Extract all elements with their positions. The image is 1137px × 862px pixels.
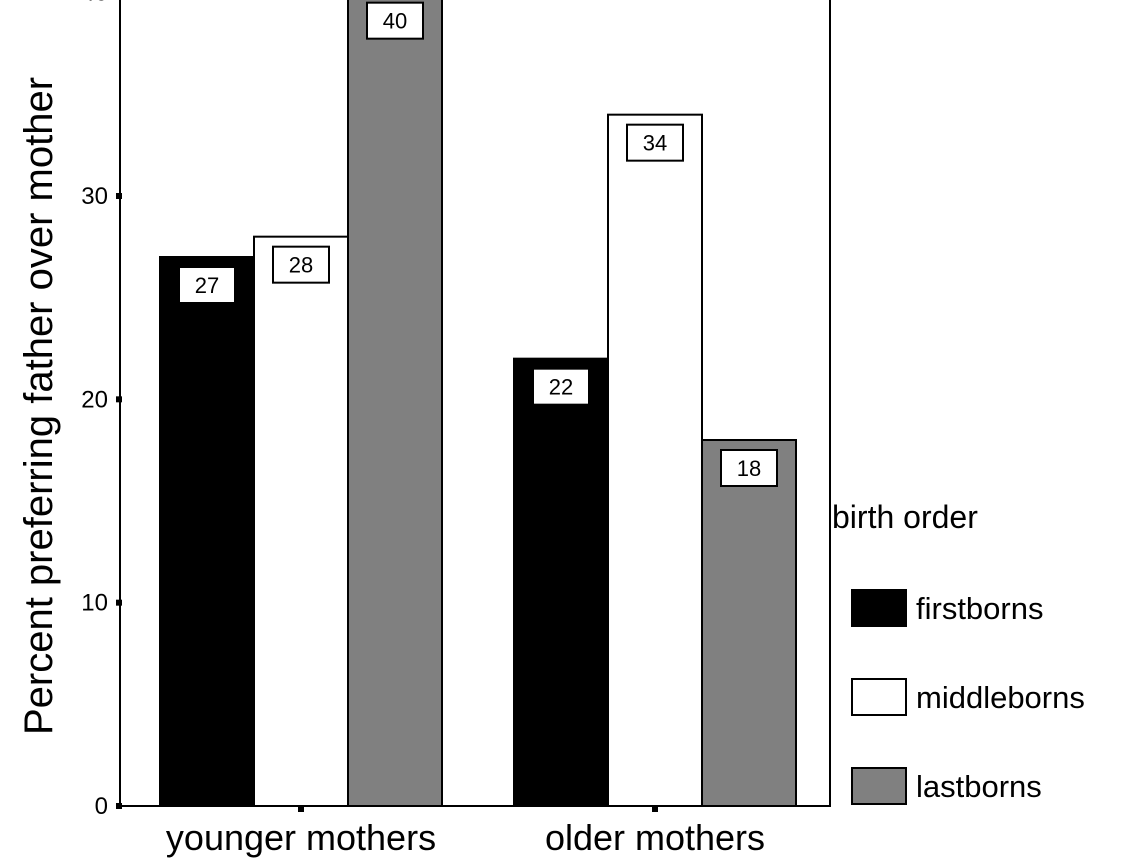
data-label-box	[532, 367, 590, 406]
x-tick-mark	[298, 806, 304, 812]
legend-label: firstborns	[916, 591, 1043, 626]
legend-label: middleborns	[916, 680, 1085, 715]
y-axis-label-group: Percent preferring father over mother	[17, 77, 61, 735]
data-label-box	[720, 449, 778, 487]
data-label: 34	[643, 131, 667, 156]
plot-frame-rect	[119, 0, 831, 807]
bar	[253, 235, 349, 807]
bar	[159, 256, 255, 807]
data-label-box	[626, 123, 684, 162]
data-label: 40	[383, 9, 407, 34]
legend-swatch	[851, 767, 907, 805]
x-tick-mark	[652, 806, 658, 812]
data-label: 22	[549, 375, 573, 400]
x-tick-label: older mothers	[545, 817, 765, 858]
y-tick-mark	[116, 396, 122, 403]
y-axis-label: Percent preferring father over mother	[17, 77, 61, 735]
y-tick-mark	[116, 193, 122, 199]
y-tick-label: 10	[81, 590, 108, 617]
data-label-box	[178, 266, 236, 304]
y-axis-ticks: 0 10 20 30 40	[81, 0, 122, 820]
bar	[347, 0, 443, 807]
bar	[701, 439, 797, 807]
y-tick-label: 0	[95, 793, 108, 820]
legend: birth order firstborns middleborns lastbor…	[832, 499, 1085, 805]
data-label-box	[366, 1, 424, 40]
data-label: 18	[737, 456, 761, 481]
y-tick-mark	[116, 803, 122, 809]
x-axis-ticks: younger mothers older mothers	[166, 806, 765, 858]
bar	[607, 113, 703, 807]
data-label: 28	[289, 253, 313, 278]
legend-swatch	[851, 678, 907, 716]
legend-swatch	[851, 589, 907, 627]
bars-group	[159, 0, 797, 807]
y-tick-label: 20	[81, 386, 108, 413]
data-label: 27	[195, 273, 219, 298]
legend-label: lastborns	[916, 769, 1042, 804]
data-labels-group: 27 28 40 22 34 18	[178, 1, 778, 487]
plot-frame	[119, 0, 831, 807]
y-tick-label: 30	[81, 183, 108, 210]
data-label-box	[272, 245, 330, 284]
y-tick-label: 40	[81, 0, 108, 7]
x-tick-label: younger mothers	[166, 817, 436, 858]
bar	[513, 357, 609, 807]
y-tick-mark	[116, 599, 122, 606]
legend-title: birth order	[832, 499, 978, 535]
